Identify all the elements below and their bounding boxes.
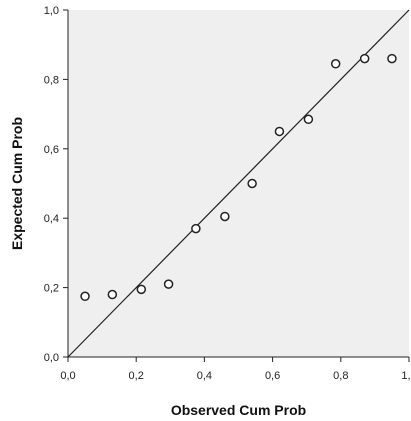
x-axis-ticks: 0,0 0,2 0,4 0,6 0,8 1,0 bbox=[60, 357, 411, 382]
y-tick-label: 0,6 bbox=[44, 144, 59, 156]
y-tick-label: 0,2 bbox=[44, 283, 59, 295]
data-point bbox=[163, 279, 174, 289]
x-axis-title: Observed Cum Prob bbox=[171, 402, 306, 418]
x-tick-label: 1,0 bbox=[401, 370, 411, 382]
y-tick-label: 0,0 bbox=[44, 352, 59, 364]
data-point bbox=[136, 284, 147, 295]
data-point bbox=[330, 59, 341, 69]
x-tick-label: 0,6 bbox=[265, 370, 280, 382]
y-tick-label: 0,4 bbox=[44, 213, 59, 225]
data-point bbox=[359, 53, 370, 64]
x-tick-label: 0,8 bbox=[333, 370, 348, 382]
y-tick-label: 1,0 bbox=[44, 5, 59, 17]
data-point bbox=[220, 211, 230, 222]
data-points bbox=[80, 53, 397, 302]
x-tick-label: 0,0 bbox=[60, 370, 75, 382]
data-point bbox=[274, 126, 285, 137]
x-tick-label: 0,2 bbox=[129, 370, 144, 382]
data-point bbox=[80, 291, 90, 302]
y-tick-label: 0,8 bbox=[44, 74, 59, 86]
data-point bbox=[303, 114, 314, 125]
y-axis-ticks: 0,0 0,2 0,4 0,6 0,8 1,0 bbox=[44, 5, 68, 364]
data-point bbox=[247, 178, 257, 189]
x-tick-label: 0,4 bbox=[197, 370, 212, 382]
data-point bbox=[191, 223, 201, 234]
y-axis-title: Expected Cum Prob bbox=[9, 117, 25, 250]
data-point bbox=[107, 289, 118, 300]
data-point bbox=[387, 53, 397, 64]
reference-line bbox=[67, 9, 410, 358]
